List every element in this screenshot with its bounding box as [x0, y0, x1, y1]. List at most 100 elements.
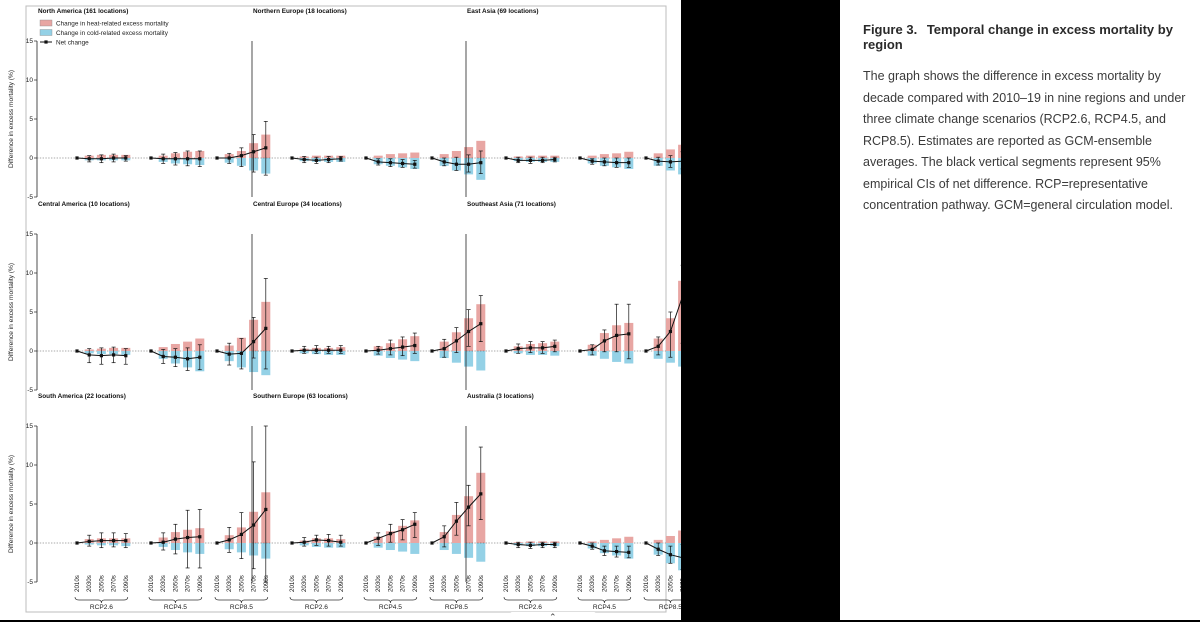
chevron-up-icon[interactable]: ⌃ — [549, 612, 557, 622]
net-point — [227, 538, 231, 542]
cold-bar — [385, 543, 395, 551]
net-point — [302, 540, 306, 544]
net-line — [645, 542, 681, 558]
heat-bar — [439, 154, 449, 158]
heat-bar — [476, 140, 486, 158]
net-line — [645, 157, 681, 163]
y-tick-label: -5 — [27, 194, 33, 201]
net-point — [668, 329, 672, 334]
heat-bar — [373, 155, 383, 158]
chart-panel: Southeast Asia (71 locations) — [465, 201, 681, 390]
cold-bar — [451, 351, 461, 363]
scenario-brace — [503, 596, 558, 604]
net-point — [516, 158, 520, 162]
scenario-brace — [643, 596, 681, 604]
scenario-brace — [148, 596, 203, 604]
net-point — [87, 539, 91, 544]
net-point — [239, 351, 243, 355]
net-point — [553, 542, 557, 547]
figure-frame — [25, 5, 667, 613]
net-point — [644, 156, 648, 160]
cold-bar — [476, 351, 486, 371]
heat-bar — [525, 155, 535, 158]
x-tick-label: 2070s — [680, 575, 681, 592]
x-tick-label: 2050s — [527, 575, 534, 592]
net-point — [388, 347, 392, 351]
cold-bar — [464, 543, 474, 558]
heat-bar — [678, 144, 681, 158]
net-point — [430, 156, 434, 160]
net-point — [442, 160, 446, 164]
heat-bar — [311, 155, 321, 158]
net-point — [186, 357, 190, 361]
x-tick-label: 2090s — [263, 575, 270, 592]
net-point — [590, 159, 594, 163]
y-tick-label: 15 — [26, 38, 34, 45]
net-point — [339, 157, 343, 161]
y-tick-label: -5 — [27, 579, 33, 586]
collapse-tab[interactable]: ⌃ — [510, 612, 596, 622]
net-point — [149, 349, 153, 353]
net-point — [578, 541, 582, 545]
net-point — [615, 333, 619, 337]
net-point — [668, 553, 672, 557]
net-point — [504, 541, 508, 545]
legend-net-label: Net change — [56, 40, 89, 47]
x-tick-label: 2010s — [503, 575, 510, 592]
net-point — [314, 348, 318, 352]
net-point — [149, 541, 153, 545]
x-tick-label: 2090s — [626, 575, 633, 592]
net-point — [364, 541, 368, 545]
scenario-label: RCP8.5 — [445, 604, 468, 611]
y-axis-label: Difference in excess mortality (%) — [8, 70, 15, 168]
chart-panel: Australia (3 locations) 2010s 2030s 2050s 20… — [465, 393, 681, 611]
x-tick-label: 2050s — [453, 575, 460, 592]
heat-bar — [398, 153, 408, 158]
net-point — [173, 157, 177, 161]
net-point — [602, 160, 606, 164]
net-point — [186, 157, 190, 161]
net-point — [553, 344, 557, 348]
chart-panel: East Asia (69 locations) — [465, 8, 681, 197]
net-point — [541, 346, 545, 350]
x-tick-label: 2030s — [441, 575, 448, 592]
net-point — [615, 549, 619, 554]
net-point — [479, 322, 483, 326]
x-tick-label: 2030s — [301, 575, 308, 592]
cold-bar — [550, 351, 560, 356]
net-point — [161, 540, 165, 544]
scenario-label: RCP8.5 — [659, 604, 681, 611]
net-point — [327, 157, 331, 162]
net-point — [668, 160, 672, 164]
x-tick-label: 2010s — [289, 575, 296, 592]
net-point — [578, 349, 582, 353]
heat-bar — [624, 536, 634, 543]
net-point — [252, 340, 256, 344]
panel-title: Southern Europe (63 locations) — [253, 393, 348, 400]
heat-bar — [599, 154, 609, 158]
x-tick-label: 2010s — [74, 575, 81, 592]
cold-bar — [398, 543, 408, 552]
net-point — [327, 348, 331, 352]
net-point — [124, 354, 128, 358]
y-axis-label: Difference in excess mortality (%) — [8, 263, 15, 361]
heat-bar — [183, 341, 193, 351]
x-tick-label: 2050s — [172, 575, 179, 592]
cold-bar — [451, 543, 461, 554]
panel-title: Australia (3 locations) — [467, 393, 534, 400]
x-tick-label: 2010s — [643, 575, 650, 592]
net-point — [430, 541, 434, 545]
net-point — [99, 157, 103, 161]
heat-bar — [678, 280, 681, 351]
scenario-brace — [214, 596, 269, 604]
net-point — [290, 541, 294, 545]
heat-bar — [624, 151, 634, 158]
scenario-label: RCP4.5 — [379, 604, 402, 611]
y-tick-label: 0 — [29, 155, 33, 162]
net-point — [290, 156, 294, 160]
heat-bar — [451, 150, 461, 158]
x-tick-label: 2030s — [160, 575, 167, 592]
heat-bar — [170, 343, 180, 351]
caption-panel: Figure 3. Temporal change in excess mort… — [840, 0, 1200, 620]
chart-panel: North America (161 locations) 15 10 5 0 -5 Dif… — [8, 8, 271, 201]
